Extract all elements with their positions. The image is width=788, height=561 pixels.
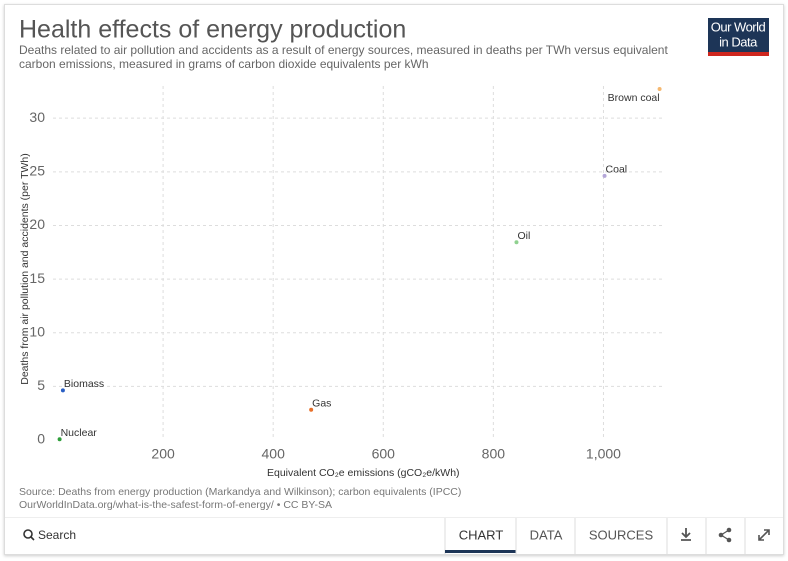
y-tick-label: 0 [37, 431, 45, 447]
toolbar [5, 518, 783, 554]
point-label: Gas [312, 398, 331, 410]
logo-bar [708, 52, 769, 56]
y-axis-label: Deaths from air pollution and accidents … [19, 153, 31, 385]
logo-bg [708, 18, 769, 56]
point [60, 388, 65, 393]
chart-card: Health effects of energy production Deat… [4, 4, 784, 555]
x-axis-label: Equivalent CO₂e emissions (gCO₂e/kWh) [267, 467, 460, 479]
y-tick-label: 15 [29, 270, 45, 286]
y-tick-label: 10 [29, 323, 45, 339]
y-tick-label: 25 [29, 163, 45, 179]
source-text: Source: Deaths from energy production (M… [19, 486, 461, 498]
x-tick-label: 1,000 [586, 446, 621, 462]
point [309, 407, 314, 412]
chart-title: Health effects of energy production [19, 16, 406, 44]
x-tick-label: 200 [151, 446, 175, 462]
search-button[interactable]: Search [38, 528, 76, 542]
point-label: Biomass [64, 378, 104, 390]
x-tick-label: 600 [372, 446, 396, 462]
download-icon[interactable] [681, 528, 691, 541]
point [657, 87, 662, 92]
expand-icon[interactable] [758, 529, 770, 541]
chart: Health effects of energy production Deat… [5, 16, 783, 554]
plot: 0 5 10 15 20 25 30 200 400 600 800 1,000 Nuclear Biom… [29, 86, 664, 462]
share-icon[interactable] [718, 527, 732, 543]
point [602, 173, 607, 178]
x-tick-label: 800 [482, 446, 506, 462]
tab-active-bar [445, 550, 516, 553]
logo-text: in Data [719, 34, 758, 49]
search-icon[interactable] [23, 529, 33, 539]
y-tick-label: 5 [37, 377, 45, 393]
point [514, 240, 519, 245]
point-label: Coal [606, 164, 628, 176]
point-label: Brown coal [608, 92, 660, 104]
logo-text: Our World [711, 19, 766, 34]
tab-chart[interactable]: CHART [459, 527, 504, 542]
chart-subtitle: Deaths related to air pollution and acci… [19, 43, 668, 71]
tab-sources[interactable]: SOURCES [589, 527, 654, 542]
y-tick-label: 30 [29, 109, 45, 125]
point [57, 437, 62, 442]
point-label: Oil [517, 230, 530, 242]
point-label: Nuclear [61, 427, 98, 439]
tab-data[interactable]: DATA [530, 527, 563, 542]
search-icon [30, 536, 35, 541]
y-tick-label: 20 [29, 216, 45, 232]
source-text: OurWorldInData.org/what-is-the-safest-fo… [19, 499, 332, 511]
x-tick-label: 400 [262, 446, 286, 462]
subtitle-box: Deaths related to air pollution and acci… [19, 43, 668, 71]
